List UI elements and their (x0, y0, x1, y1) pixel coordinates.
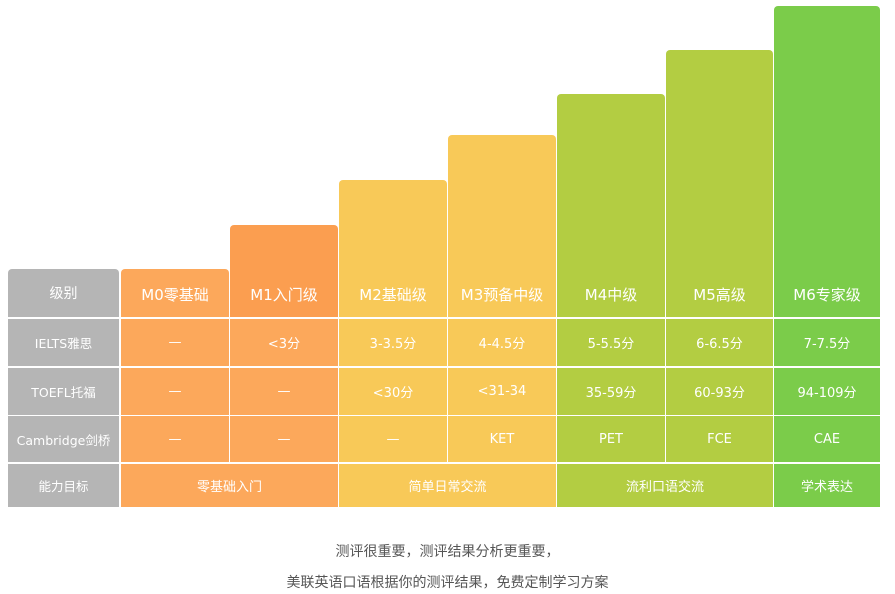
table-cell-1-1: — (230, 368, 338, 415)
level-column-4: M4中级 (557, 94, 665, 317)
table-cell-2-5: FCE (666, 416, 773, 462)
row-header-0: IELTS雅思 (8, 319, 119, 366)
table-cell-0-4: 5-5.5分 (557, 319, 665, 366)
level-column-0: M0零基础 (121, 269, 229, 317)
table-cell-0-1: <3分 (230, 319, 338, 366)
caption-line-1: 测评很重要，测评结果分析更重要， (335, 544, 560, 560)
goal-cell-1: 简单日常交流 (339, 464, 556, 507)
table-cell-2-3: KET (448, 416, 556, 462)
table-cell-1-2: <30分 (339, 368, 447, 415)
table-cell-2-6: CAE (774, 416, 880, 462)
table-cell-1-0: — (121, 368, 229, 415)
level-column-5: M5高级 (666, 50, 773, 317)
table-cell-1-5: 60-93分 (666, 368, 773, 415)
level-column-2: M2基础级 (339, 180, 447, 317)
goal-cell-2: 流利口语交流 (557, 464, 773, 507)
caption-line-2: 美联英语口语根据你的测评结果，免费定制学习方案 (286, 575, 609, 591)
table-cell-2-2: — (339, 416, 447, 462)
table-cell-1-3: <31-34 (448, 368, 556, 415)
table-cell-1-6: 94-109分 (774, 368, 880, 415)
table-cell-2-0: — (121, 416, 229, 462)
level-column-6: M6专家级 (774, 6, 880, 317)
row-header-level: 级别 (8, 269, 119, 317)
table-cell-2-1: — (230, 416, 338, 462)
table-cell-0-3: 4-4.5分 (448, 319, 556, 366)
row-header-2: Cambridge剑桥 (8, 416, 119, 462)
level-column-3: M3预备中级 (448, 135, 556, 317)
table-cell-1-4: 35-59分 (557, 368, 665, 415)
table-cell-0-5: 6-6.5分 (666, 319, 773, 366)
table-cell-2-4: PET (557, 416, 665, 462)
goal-cell-0: 零基础入门 (121, 464, 338, 507)
table-cell-0-0: — (121, 319, 229, 366)
row-header-1: TOEFL托福 (8, 368, 119, 415)
table-cell-0-2: 3-3.5分 (339, 319, 447, 366)
level-column-1: M1入门级 (230, 225, 338, 317)
table-cell-0-6: 7-7.5分 (774, 319, 880, 366)
row-header-goal: 能力目标 (8, 464, 119, 507)
goal-cell-3: 学术表达 (774, 464, 880, 507)
